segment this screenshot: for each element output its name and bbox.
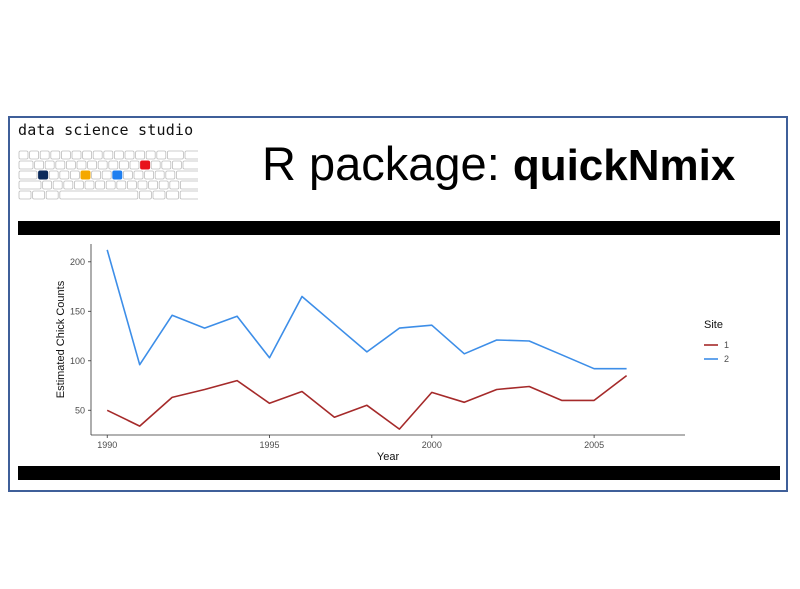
keyboard-key bbox=[184, 150, 198, 160]
keyboard-key bbox=[152, 190, 166, 200]
keyboard-key bbox=[45, 190, 59, 200]
keyboard-key bbox=[18, 150, 29, 160]
keyboard-key bbox=[123, 170, 133, 180]
y-tick-label: 200 bbox=[70, 257, 85, 267]
divider-bottom bbox=[18, 466, 780, 480]
x-tick-label: 1990 bbox=[97, 440, 117, 450]
keyboard-key bbox=[42, 180, 53, 190]
x-tick-label: 1995 bbox=[260, 440, 280, 450]
keyboard-key bbox=[95, 180, 105, 190]
keyboard-key bbox=[179, 190, 198, 200]
keyboard-key-highlighted bbox=[112, 170, 123, 180]
keyboard-key bbox=[18, 160, 34, 170]
keyboard-key bbox=[145, 150, 156, 160]
y-tick-label: 150 bbox=[70, 306, 85, 316]
keyboard-key bbox=[176, 170, 198, 180]
keyboard-key bbox=[182, 160, 198, 170]
title-package-name: quickNmix bbox=[512, 141, 736, 190]
title-prefix: R package: bbox=[262, 137, 513, 190]
keyboard-key bbox=[18, 190, 32, 200]
keyboard-logo-icon bbox=[18, 150, 198, 200]
keyboard-key bbox=[180, 180, 198, 190]
divider-top bbox=[18, 221, 780, 235]
keyboard-key bbox=[154, 170, 165, 180]
keyboard-key bbox=[66, 160, 76, 170]
keyboard-key bbox=[105, 180, 116, 190]
keyboard-key bbox=[18, 180, 42, 190]
keyboard-key bbox=[55, 160, 66, 170]
keyboard-key-highlighted bbox=[80, 170, 91, 180]
keyboard-key bbox=[166, 190, 180, 200]
keyboard-key bbox=[129, 160, 140, 170]
keyboard-key bbox=[50, 150, 61, 160]
keyboard-key bbox=[158, 180, 169, 190]
keyboard-key bbox=[82, 150, 92, 160]
keyboard-key bbox=[52, 180, 63, 190]
keyboard-key bbox=[161, 160, 172, 170]
legend-label: 1 bbox=[724, 340, 729, 350]
keyboard-key bbox=[148, 180, 159, 190]
legend-label: 2 bbox=[724, 354, 729, 364]
keyboard-key bbox=[39, 150, 50, 160]
keyboard-key-highlighted bbox=[140, 160, 151, 170]
keyboard-key bbox=[71, 150, 82, 160]
y-tick-label: 50 bbox=[75, 405, 85, 415]
keyboard-key bbox=[48, 170, 59, 180]
x-tick-label: 2005 bbox=[584, 440, 604, 450]
keyboard-key bbox=[59, 190, 139, 200]
keyboard-key bbox=[127, 180, 137, 190]
series-line-site-1 bbox=[106, 374, 628, 430]
keyboard-key bbox=[70, 170, 80, 180]
keyboard-key bbox=[108, 160, 119, 170]
keyboard-key bbox=[61, 150, 71, 160]
keyboard-key bbox=[166, 150, 184, 160]
keyboard-key bbox=[156, 150, 167, 160]
keyboard-key bbox=[139, 190, 152, 200]
keyboard-key bbox=[74, 180, 84, 190]
chick-counts-chart: 50 100 150 200 1990 1995 2000 2005 Year Estimated… bbox=[55, 244, 729, 463]
keyboard-key bbox=[44, 160, 55, 170]
series-line-site-2 bbox=[106, 249, 627, 370]
keyboard-key bbox=[124, 150, 135, 160]
keyboard-key bbox=[169, 180, 180, 190]
keyboard-key bbox=[18, 170, 38, 180]
y-axis-label: Estimated Chick Counts bbox=[55, 280, 67, 398]
keyboard-key bbox=[32, 190, 46, 200]
x-axis-label: Year bbox=[377, 451, 400, 463]
keyboard-key bbox=[101, 170, 112, 180]
keyboard-key bbox=[63, 180, 74, 190]
keyboard-key bbox=[171, 160, 182, 170]
keyboard-key bbox=[91, 170, 101, 180]
keyboard-key bbox=[29, 150, 40, 160]
keyboard-key-highlighted bbox=[38, 170, 49, 180]
keyboard-key bbox=[103, 150, 114, 160]
keyboard-key bbox=[76, 160, 87, 170]
keyboard-key bbox=[87, 160, 97, 170]
keyboard-key bbox=[150, 160, 161, 170]
legend-title: Site bbox=[704, 319, 723, 331]
keyboard-key bbox=[92, 150, 103, 160]
keyboard-key bbox=[133, 170, 144, 180]
keyboard-key bbox=[97, 160, 108, 170]
keyboard-key bbox=[114, 150, 124, 160]
keyboard-key bbox=[84, 180, 95, 190]
x-tick-label: 2000 bbox=[422, 440, 442, 450]
keyboard-key bbox=[116, 180, 127, 190]
page-title: R package: quickNmix bbox=[262, 136, 735, 191]
keyboard-key bbox=[59, 170, 70, 180]
y-tick-label: 100 bbox=[70, 356, 85, 366]
keyboard-key bbox=[34, 160, 45, 170]
keyboard-key bbox=[119, 160, 129, 170]
studio-name: data science studio bbox=[18, 121, 194, 139]
keyboard-key bbox=[135, 150, 145, 160]
keyboard-key bbox=[144, 170, 154, 180]
keyboard-key bbox=[137, 180, 148, 190]
keyboard-key bbox=[165, 170, 176, 180]
